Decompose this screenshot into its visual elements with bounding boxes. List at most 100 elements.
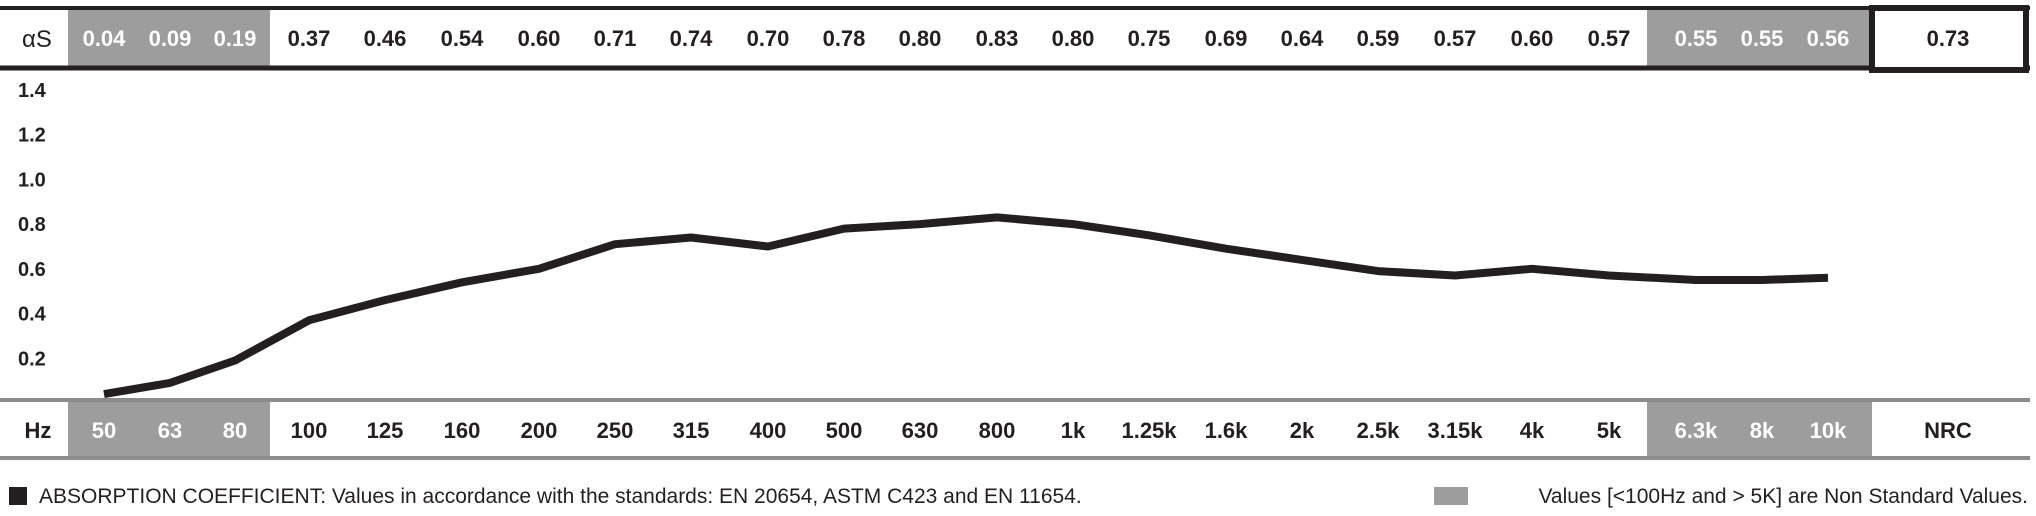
value-cell: [1795, 10, 1872, 67]
frequency-label: 1.25k: [1121, 418, 1177, 443]
value-cell: [1647, 10, 1728, 67]
value-cell: [1417, 10, 1493, 67]
y-tick-label: 0.2: [18, 348, 46, 370]
alpha-row-label: αS: [22, 26, 52, 53]
value-cell: [958, 10, 1035, 67]
hz-row-label: Hz: [25, 418, 52, 443]
value-cell: [423, 10, 500, 67]
value-cell: [270, 10, 347, 67]
frequency-cell: [347, 402, 423, 456]
frequency-cell: [882, 402, 958, 456]
value-cell: [68, 10, 137, 67]
value-cell: [1493, 10, 1570, 67]
value-cell: [1340, 10, 1417, 67]
y-axis-ticks: 1.4 1.2 1.0 0.8 0.6 0.4 0.2: [18, 80, 47, 370]
frequency-label: 160: [444, 418, 481, 443]
frequency-cell: [1264, 402, 1340, 456]
value-label: 0.80: [1052, 26, 1095, 51]
footer-legend: ABSORPTION COEFFICIENT: Values in accord…: [9, 485, 2028, 508]
frequency-cell: [653, 402, 729, 456]
nrc-value-box: [1869, 5, 2029, 73]
value-cell: [1035, 10, 1111, 67]
absorption-value-row: αS 0.04 0.09 0.19 0.37 0.46 0.54 0.60 0.71 0.74 0…: [0, 5, 2030, 73]
frequency-label: 250: [597, 418, 634, 443]
frequency-label: 80: [223, 418, 247, 443]
frequency-label: 2k: [1290, 418, 1315, 443]
frequency-label: 400: [750, 418, 787, 443]
value-cell: [203, 10, 270, 67]
frequency-cell: [203, 402, 270, 456]
frequency-cell: [1340, 402, 1417, 456]
value-cell: [882, 10, 958, 67]
frequency-label: 800: [979, 418, 1016, 443]
frequency-cell: [270, 402, 347, 456]
frequency-label: 315: [673, 418, 710, 443]
value-label: 0.04: [83, 26, 127, 51]
frequency-label: 8k: [1750, 418, 1775, 443]
y-tick-label: 1.0: [18, 169, 46, 191]
value-label: 0.83: [976, 26, 1019, 51]
frequency-cell: [958, 402, 1035, 456]
frequency-cell: [1111, 402, 1187, 456]
frequency-cell: [1728, 402, 1795, 456]
value-cell: [137, 10, 203, 67]
frequency-cell: [500, 402, 577, 456]
value-cell: [1728, 10, 1795, 67]
value-label: 0.70: [747, 26, 790, 51]
value-label: 0.57: [1588, 26, 1631, 51]
frequency-row: Hz 50 63 80 100 125 160 200 250 315 400 500 630 800 1…: [0, 398, 2030, 460]
frequency-cell: [1795, 402, 1872, 456]
value-label: 0.69: [1205, 26, 1248, 51]
frequency-label: 500: [826, 418, 863, 443]
frequency-cell: [1187, 402, 1264, 456]
frequency-cell: [137, 402, 203, 456]
frequency-cell: [423, 402, 500, 456]
y-tick-label: 0.4: [18, 304, 47, 326]
value-label: 0.46: [364, 26, 407, 51]
value-label: 0.64: [1281, 26, 1325, 51]
frequency-label: 50: [92, 418, 116, 443]
value-cell: [1264, 10, 1340, 67]
value-label: 0.60: [1511, 26, 1554, 51]
frequency-label: 10k: [1810, 418, 1847, 443]
value-label: 0.74: [670, 26, 714, 51]
frequency-label: 630: [902, 418, 939, 443]
frequency-label: 2.5k: [1357, 418, 1401, 443]
absorption-note: ABSORPTION COEFFICIENT: Values in accord…: [39, 485, 1082, 508]
plot-area: [103, 213, 1829, 399]
frequency-label: 125: [367, 418, 404, 443]
frequency-label: 1.6k: [1205, 418, 1249, 443]
absorption-legend-square: [9, 487, 27, 505]
y-tick-label: 1.4: [18, 80, 47, 102]
nonstandard-note: Values [<100Hz and > 5K] are Non Standar…: [1538, 485, 2028, 508]
frequency-cell: [806, 402, 882, 456]
frequency-label: 3.15k: [1427, 418, 1483, 443]
value-label: 0.60: [518, 26, 561, 51]
y-tick-label: 1.2: [18, 125, 46, 147]
value-label: 0.80: [899, 26, 942, 51]
value-cell: [806, 10, 882, 67]
frequency-label: 100: [291, 418, 328, 443]
frequency-label: 6.3k: [1675, 418, 1719, 443]
value-label: 0.37: [288, 26, 331, 51]
value-cell: [500, 10, 577, 67]
value-cell: [653, 10, 729, 67]
nrc-value: 0.73: [1927, 26, 1970, 51]
frequency-label: 63: [158, 418, 182, 443]
value-cell: [729, 10, 806, 67]
value-label: 0.71: [594, 26, 637, 51]
frequency-cell: [1570, 402, 1647, 456]
frequency-cell: [1417, 402, 1493, 456]
absorption-series-line: [103, 213, 1829, 399]
nrc-label: NRC: [1924, 418, 1972, 443]
value-cell: [1570, 10, 1647, 67]
frequency-label: 1k: [1061, 418, 1086, 443]
frequency-cell: [1647, 402, 1728, 456]
frequency-cell: [729, 402, 806, 456]
frequency-cell: [1035, 402, 1111, 456]
frequency-cell: [577, 402, 653, 456]
value-label: 0.55: [1741, 26, 1784, 51]
value-cell: [1111, 10, 1187, 67]
value-label: 0.75: [1128, 26, 1171, 51]
value-label: 0.78: [823, 26, 866, 51]
